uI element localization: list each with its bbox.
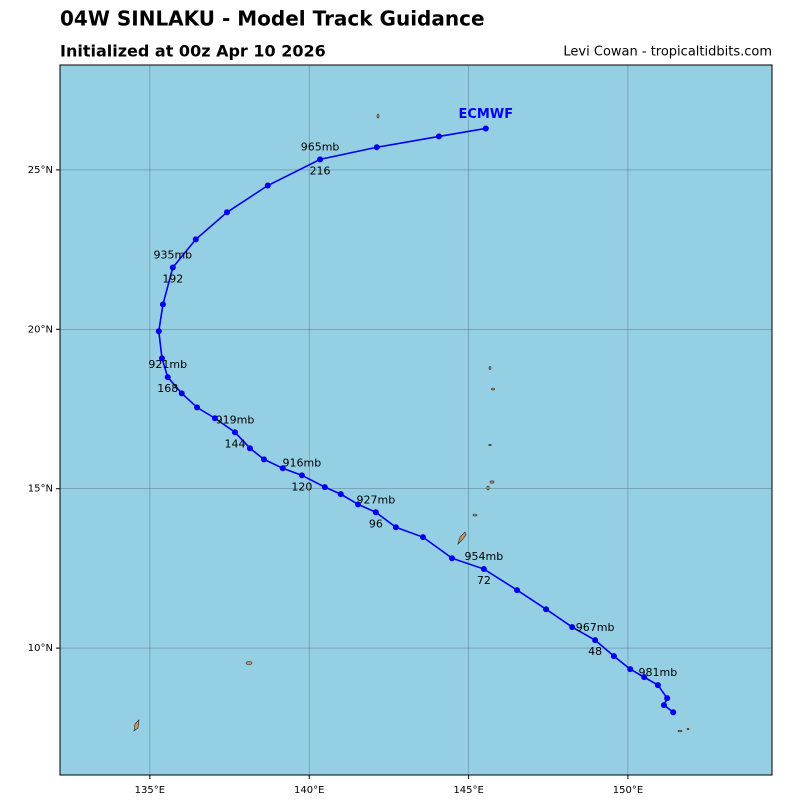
island	[488, 366, 492, 370]
pressure-label: 927mb	[356, 493, 395, 506]
track-point	[224, 209, 231, 216]
track-point	[449, 555, 456, 562]
y-tick-label: 20°N	[28, 324, 53, 335]
island	[245, 661, 253, 665]
x-tick-label: 145°E	[453, 785, 483, 796]
title: 04W SINLAKU - Model Track Guidance	[60, 7, 485, 31]
hour-label: 192	[162, 272, 183, 285]
track-point	[194, 404, 201, 411]
pressure-label: 954mb	[465, 550, 504, 563]
track-point	[164, 374, 171, 381]
track-point	[514, 587, 521, 594]
y-tick-label: 10°N	[28, 643, 53, 654]
x-tick-label: 150°E	[613, 785, 643, 796]
track-point	[158, 355, 165, 362]
track-point	[435, 133, 442, 140]
island	[133, 719, 140, 732]
hour-label: 144	[224, 437, 245, 450]
x-tick-label: 135°E	[135, 785, 165, 796]
island	[457, 531, 467, 546]
plot: 981mb 48 967mb 72 954mb 96 927mb 120 916mb 144 919…	[148, 107, 678, 716]
track-point	[159, 301, 166, 308]
track-point	[641, 674, 648, 681]
hour-label: 120	[291, 480, 312, 493]
island	[686, 727, 690, 731]
hour-label: 96	[369, 517, 383, 530]
track-point	[192, 236, 199, 243]
track-point	[337, 491, 344, 498]
track-point	[654, 682, 661, 689]
hour-label: 168	[157, 382, 178, 395]
subtitle: Initialized at 00z Apr 10 2026	[60, 42, 326, 61]
track-point	[592, 637, 599, 644]
track-point	[354, 501, 361, 508]
island	[376, 113, 380, 119]
track-point	[373, 144, 380, 151]
track-point	[279, 465, 286, 472]
track-point	[610, 653, 617, 660]
pressure-label: 916mb	[283, 456, 322, 469]
frame	[59, 64, 773, 776]
y-tick-label: 15°N	[28, 484, 53, 495]
pressure-label: 967mb	[576, 621, 615, 634]
track-point	[543, 606, 550, 613]
pressure-label: 935mb	[153, 248, 192, 261]
track-point	[264, 182, 271, 189]
track-point	[178, 390, 185, 397]
track-point	[260, 456, 267, 463]
pressure-label: 965mb	[301, 140, 340, 153]
ocean	[60, 65, 772, 775]
island	[491, 387, 495, 391]
island	[488, 443, 492, 447]
track-point	[670, 709, 677, 716]
y-tick-label: 25°N	[28, 165, 53, 176]
pressure-label: 919mb	[216, 413, 255, 426]
track-point	[169, 264, 176, 271]
track-point	[482, 125, 489, 132]
track-point	[211, 415, 218, 422]
model-label: ECMWF	[459, 107, 514, 122]
track-point	[246, 445, 253, 452]
island	[489, 480, 495, 484]
track-point	[231, 429, 238, 436]
track-point	[321, 484, 328, 491]
hour-label: 48	[588, 645, 602, 658]
pressure-label: 981mb	[639, 666, 678, 679]
island	[486, 485, 490, 491]
track-point	[155, 328, 162, 335]
track-point	[569, 624, 576, 631]
island	[472, 513, 478, 517]
track-point	[392, 524, 399, 531]
track-point	[664, 695, 671, 702]
x-tick-label: 140°E	[294, 785, 324, 796]
track-point	[317, 156, 324, 163]
track-point	[480, 566, 487, 573]
track-point	[372, 509, 379, 516]
hour-label: 216	[310, 164, 331, 177]
grid	[60, 65, 772, 775]
islands	[133, 113, 690, 733]
hour-label: 72	[477, 574, 491, 587]
track-point	[660, 702, 667, 709]
credit: Levi Cowan - tropicaltidbits.com	[563, 45, 772, 60]
track-point	[298, 472, 305, 479]
island	[677, 729, 683, 733]
track-point	[420, 534, 427, 541]
pressure-label: 921mb	[148, 358, 187, 371]
track-point	[627, 666, 634, 673]
